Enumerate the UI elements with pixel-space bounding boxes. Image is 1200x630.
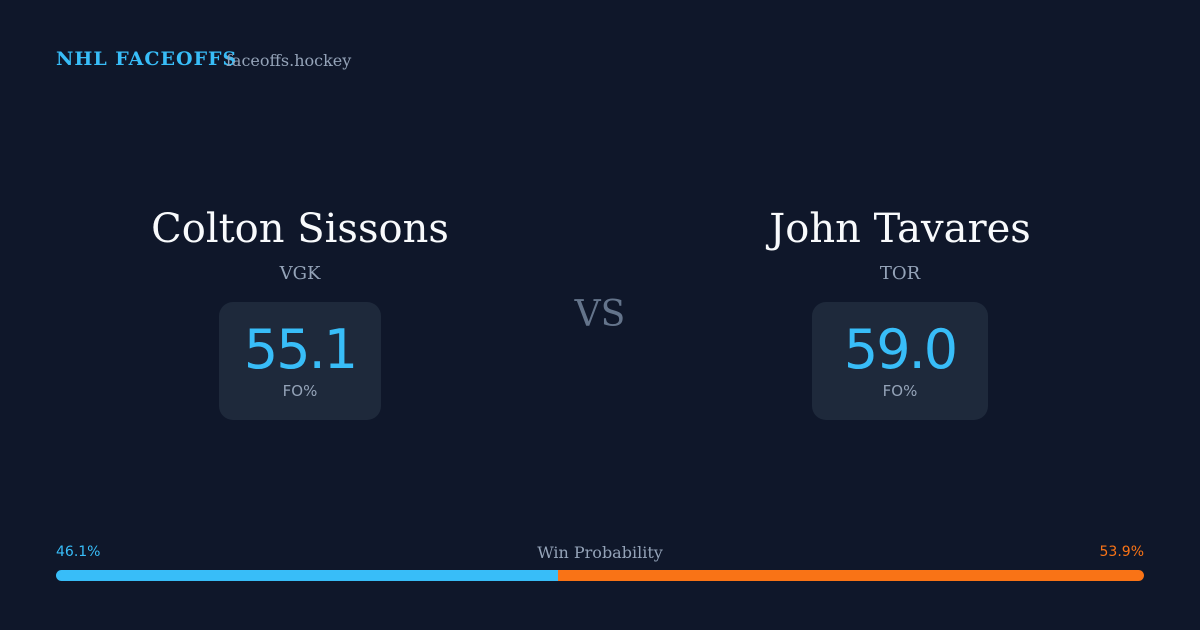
player-right: John Tavares TOR 59.0 FO%: [600, 0, 1200, 630]
fo-pct: 55.1: [243, 318, 358, 381]
right-pct: 53.9%: [1099, 544, 1144, 560]
player-left: Colton Sissons VGK 55.1 FO%: [151, 206, 449, 420]
bar-segment: [56, 570, 558, 581]
player-name: Colton Sissons: [151, 206, 449, 252]
vs: VS: [574, 294, 626, 335]
brand: NHL FACEOFFS: [56, 48, 238, 70]
site: faceoffs.hockey: [226, 51, 352, 70]
win-probability-label: Win Probability: [537, 543, 663, 562]
stat-label: FO%: [282, 382, 318, 400]
stat-box: [219, 302, 381, 420]
fo-pct: 59.0: [843, 318, 958, 381]
team: VGK: [279, 263, 321, 284]
win-probability-bar: [56, 570, 1144, 581]
team: TOR: [879, 263, 921, 284]
stat-label: FO%: [882, 382, 918, 400]
bar-segment: [557, 570, 1144, 581]
player-name: John Tavares: [769, 206, 1031, 252]
stat-box: [812, 302, 988, 420]
left-pct: 46.1%: [56, 544, 101, 560]
